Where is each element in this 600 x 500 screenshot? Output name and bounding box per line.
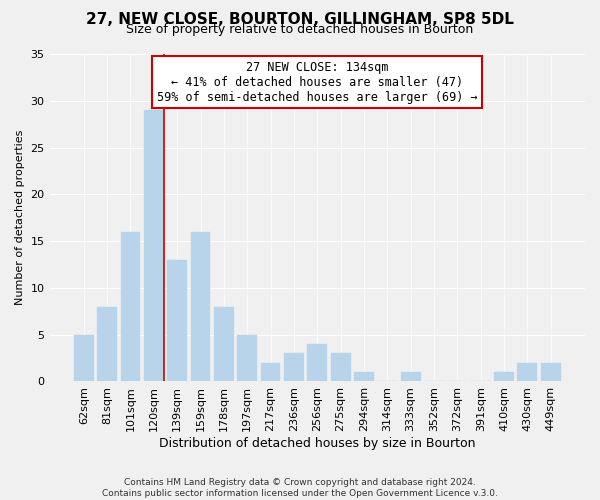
- Bar: [214, 306, 234, 382]
- Bar: [494, 372, 514, 382]
- X-axis label: Distribution of detached houses by size in Bourton: Distribution of detached houses by size …: [159, 437, 476, 450]
- Bar: [401, 372, 421, 382]
- Bar: [354, 372, 374, 382]
- Text: 27, NEW CLOSE, BOURTON, GILLINGHAM, SP8 5DL: 27, NEW CLOSE, BOURTON, GILLINGHAM, SP8 …: [86, 12, 514, 28]
- Bar: [307, 344, 327, 382]
- Bar: [191, 232, 211, 382]
- Bar: [284, 354, 304, 382]
- Text: Size of property relative to detached houses in Bourton: Size of property relative to detached ho…: [127, 22, 473, 36]
- Bar: [238, 334, 257, 382]
- Bar: [144, 110, 164, 382]
- Bar: [167, 260, 187, 382]
- Bar: [260, 362, 280, 382]
- Bar: [97, 306, 117, 382]
- Bar: [331, 354, 350, 382]
- Y-axis label: Number of detached properties: Number of detached properties: [15, 130, 25, 306]
- Bar: [517, 362, 538, 382]
- Bar: [74, 334, 94, 382]
- Text: 27 NEW CLOSE: 134sqm
← 41% of detached houses are smaller (47)
59% of semi-detac: 27 NEW CLOSE: 134sqm ← 41% of detached h…: [157, 60, 478, 104]
- Bar: [121, 232, 140, 382]
- Bar: [541, 362, 560, 382]
- Text: Contains HM Land Registry data © Crown copyright and database right 2024.
Contai: Contains HM Land Registry data © Crown c…: [102, 478, 498, 498]
